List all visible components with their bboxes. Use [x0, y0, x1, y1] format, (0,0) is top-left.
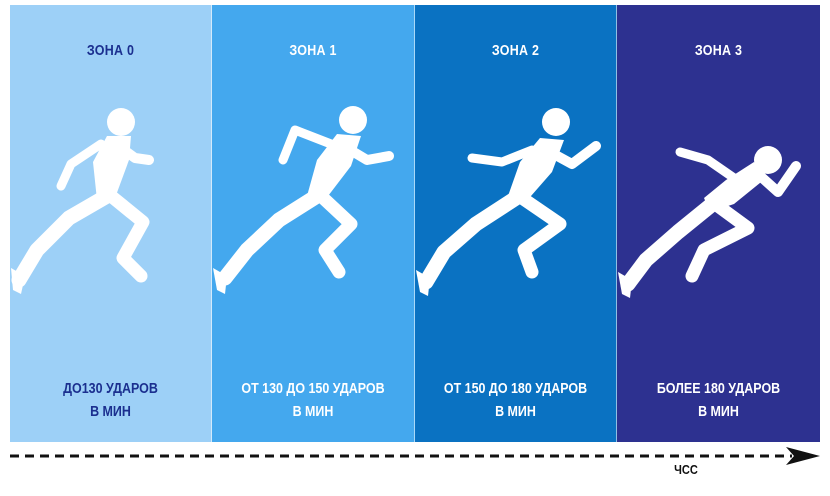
zone-1-title: ЗОНА 1 — [289, 43, 337, 59]
zone-0-title: ЗОНА 0 — [86, 43, 135, 59]
zone-3-title: ЗОНА 3 — [694, 43, 743, 59]
heart-rate-zones: ЗОНА 0 ДО130 УДАРОВ В МИН ЗОНА 1 — [10, 5, 820, 442]
dashed-arrow-right-icon — [10, 447, 820, 465]
zone-1-range: ОТ 130 ДО 150 УДАРОВ — [241, 381, 385, 397]
running-man-icon — [416, 108, 601, 296]
zone-1-unit: В МИН — [292, 404, 334, 420]
zone-1-description: ОТ 130 ДО 150 УДАРОВ В МИН — [226, 378, 400, 424]
zone-2-range: ОТ 150 ДО 180 УДАРОВ — [443, 381, 588, 397]
running-man-icon — [213, 106, 394, 294]
zone-1-panel: ЗОНА 1 ОТ 130 ДО 150 УДАРОВ В МИН — [212, 5, 415, 442]
zone-3-panel: ЗОНА 3 БОЛЕЕ 180 УДАРОВ В МИН — [617, 5, 820, 442]
zone-3-range: БОЛЕЕ 180 УДАРОВ — [656, 381, 781, 397]
zone-0-panel: ЗОНА 0 ДО130 УДАРОВ В МИН — [10, 5, 212, 442]
zone-2-panel: ЗОНА 2 ОТ 150 ДО 180 УДАРОВ В МИН — [415, 5, 617, 442]
zone-2-description: ОТ 150 ДО 180 УДАРОВ В МИН — [429, 378, 602, 424]
zone-0-description: ДО130 УДАРОВ В МИН — [24, 378, 197, 424]
zone-2-title: ЗОНА 2 — [491, 43, 540, 59]
running-man-icon — [618, 146, 801, 298]
axis-label: ЧСС — [674, 462, 698, 477]
zone-0-range: ДО130 УДАРОВ — [63, 381, 158, 397]
zone-3-unit: В МИН — [698, 404, 739, 420]
zone-2-unit: В МИН — [495, 404, 536, 420]
zone-3-description: БОЛЕЕ 180 УДАРОВ В МИН — [631, 378, 806, 424]
running-man-icon — [11, 108, 154, 294]
zone-0-unit: В МИН — [90, 404, 131, 420]
